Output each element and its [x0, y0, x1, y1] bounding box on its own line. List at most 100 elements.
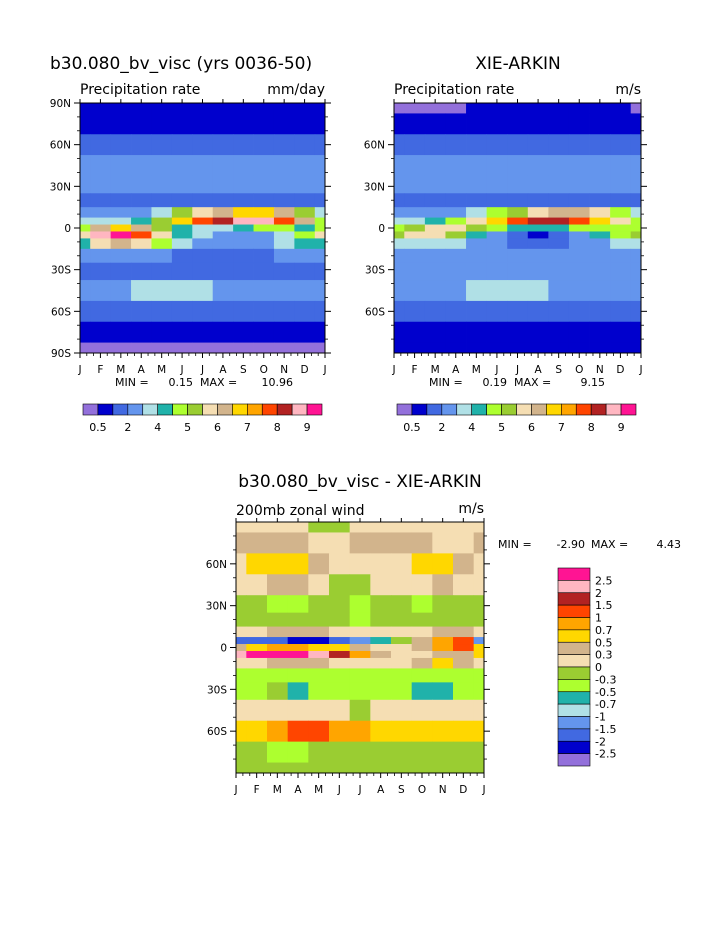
heatmap-cell	[453, 522, 475, 533]
colorbar-label: 0.7	[595, 624, 613, 637]
heatmap-cell	[404, 207, 426, 218]
heatmap-cell	[192, 238, 214, 250]
heatmap-cell	[308, 612, 330, 627]
panel1-title: b30.080_bv_visc (yrs 0036-50)	[50, 54, 312, 74]
heatmap-cell	[610, 175, 632, 194]
heatmap-cell	[432, 553, 454, 575]
heatmap-cell	[314, 103, 326, 114]
heatmap-cell	[527, 231, 549, 239]
heatmap-cell	[589, 193, 611, 208]
heatmap-cell	[548, 300, 570, 323]
heatmap-cell	[391, 595, 413, 614]
colorbar-swatch	[557, 703, 591, 717]
heatmap-cell	[411, 657, 433, 669]
heatmap-cell	[273, 134, 295, 156]
heatmap-cell	[486, 113, 508, 135]
colorbar-label: 7	[244, 421, 251, 434]
heatmap-cell	[589, 103, 611, 114]
heatmap-cell	[329, 626, 351, 638]
heatmap-cell	[90, 113, 112, 135]
heatmap-cell	[548, 155, 570, 177]
heatmap-cell	[391, 612, 413, 627]
heatmap-cell	[466, 175, 488, 194]
panel1-min-label: MIN =	[115, 376, 149, 389]
heatmap-cell	[349, 650, 371, 659]
heatmap-cell	[233, 175, 254, 194]
heatmap-cell	[527, 262, 549, 281]
y-tick-label: 0	[378, 223, 385, 235]
colorbar-swatch	[261, 403, 278, 416]
heatmap-cell	[273, 231, 295, 239]
heatmap-cell	[507, 262, 529, 281]
heatmap-cell	[253, 207, 275, 218]
heatmap-cell	[445, 134, 467, 156]
heatmap-cell	[391, 574, 413, 596]
heatmap-cell	[391, 644, 413, 652]
heatmap-cell	[568, 280, 590, 302]
heatmap-cell	[131, 207, 152, 218]
colorbar-swatch	[172, 403, 188, 416]
heatmap-cell	[314, 113, 326, 135]
heatmap-cell	[411, 574, 433, 596]
x-tick-label: F	[254, 784, 260, 796]
heatmap-cell	[527, 103, 549, 114]
heatmap-cell	[394, 321, 405, 343]
heatmap-cell	[486, 280, 508, 302]
heatmap-cell	[329, 522, 351, 533]
heatmap-cell	[192, 280, 214, 302]
heatmap-cell	[589, 262, 611, 281]
heatmap-cell	[568, 300, 590, 323]
heatmap-cell	[171, 280, 193, 302]
heatmap-cell	[151, 300, 173, 323]
heatmap-cell	[394, 193, 405, 208]
heatmap-cell	[568, 342, 590, 354]
heatmap-cell	[527, 224, 549, 232]
heatmap-cell	[246, 553, 268, 575]
heatmap-cell	[453, 532, 475, 554]
heatmap-cell	[287, 720, 309, 743]
heatmap-cell	[287, 657, 309, 669]
heatmap-cell	[630, 103, 642, 114]
panel1-colorbar: 0.5 2 4 5 6 7 8 9	[82, 403, 323, 434]
colorbar-label: 5	[498, 421, 505, 434]
heatmap-cell	[391, 637, 413, 645]
y-tick-label: 0	[64, 223, 71, 235]
heatmap-cell	[445, 193, 467, 208]
heatmap-cell	[507, 238, 529, 250]
heatmap-cell	[110, 248, 132, 264]
heatmap-cell	[630, 321, 642, 343]
heatmap-cell	[246, 595, 268, 614]
heatmap-cell	[391, 682, 413, 701]
heatmap-cell	[192, 207, 214, 218]
panel1-plot	[79, 102, 326, 354]
panel-model-precip: b30.080_bv_visc (yrs 0036-50) Precipitat…	[50, 54, 331, 434]
heatmap-cell	[171, 300, 193, 323]
heatmap-cell	[233, 321, 254, 343]
heatmap-cell	[589, 321, 611, 343]
heatmap-cell	[267, 644, 289, 652]
heatmap-cell	[424, 217, 446, 225]
heatmap-cell	[548, 207, 570, 218]
heatmap-cell	[287, 650, 309, 659]
heatmap-cell	[90, 217, 112, 225]
heatmap-cell	[236, 612, 247, 627]
heatmap-cell	[391, 668, 413, 683]
heatmap-cell	[473, 595, 485, 614]
heatmap-cell	[80, 231, 91, 239]
heatmap-cell	[507, 155, 529, 177]
heatmap-cell	[236, 657, 247, 669]
heatmap-cell	[349, 612, 371, 627]
panel2-plot	[393, 102, 642, 354]
heatmap-cell	[445, 175, 467, 194]
heatmap-cell	[527, 248, 549, 264]
heatmap-cell	[236, 682, 247, 701]
heatmap-cell	[507, 193, 529, 208]
panel1-max-label: MAX =	[200, 376, 237, 389]
heatmap-cell	[110, 300, 132, 323]
heatmap-cell	[466, 134, 488, 156]
heatmap-cell	[424, 103, 446, 114]
heatmap-cell	[308, 682, 330, 701]
heatmap-cell	[151, 262, 173, 281]
heatmap-cell	[527, 175, 549, 194]
